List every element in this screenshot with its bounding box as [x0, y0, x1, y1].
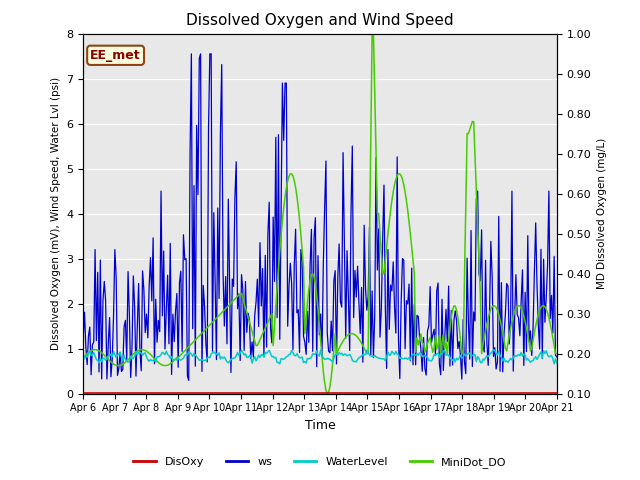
Legend: DisOxy, ws, WaterLevel, MiniDot_DO: DisOxy, ws, WaterLevel, MiniDot_DO: [129, 452, 511, 472]
Title: Dissolved Oxygen and Wind Speed: Dissolved Oxygen and Wind Speed: [186, 13, 454, 28]
Text: EE_met: EE_met: [90, 49, 141, 62]
Y-axis label: Dissolved Oxygen (mV), Wind Speed, Water Lvl (psi): Dissolved Oxygen (mV), Wind Speed, Water…: [51, 77, 61, 350]
X-axis label: Time: Time: [305, 419, 335, 432]
Y-axis label: MD Dissolved Oxygen (mg/L): MD Dissolved Oxygen (mg/L): [597, 138, 607, 289]
